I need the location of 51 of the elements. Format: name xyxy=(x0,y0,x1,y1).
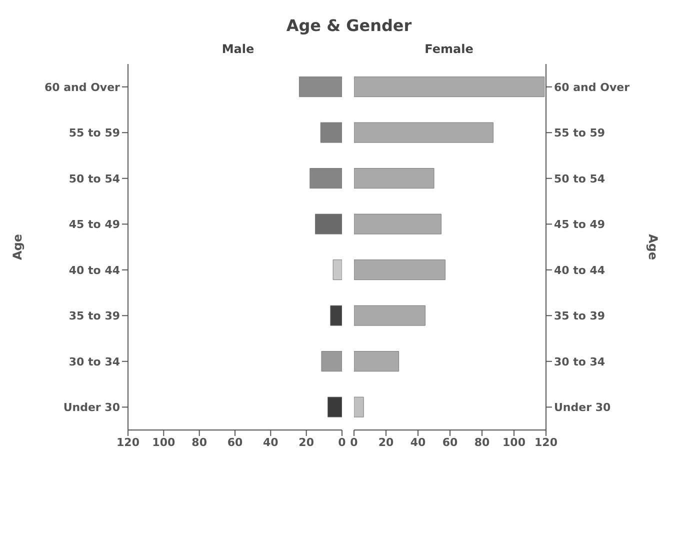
bar xyxy=(354,76,545,98)
chart-subtitle: Female xyxy=(424,42,474,58)
y-tick-label: 30 to 34 xyxy=(554,355,606,368)
x-tick-label: 60 xyxy=(227,436,243,449)
bar xyxy=(354,168,434,189)
y-tick-label: 45 to 49 xyxy=(68,218,120,232)
x-tick-label: 100 xyxy=(152,436,176,449)
bar xyxy=(315,214,342,234)
bar xyxy=(354,305,426,326)
y-tick-label: Under 30 xyxy=(554,401,612,414)
x-tick-label: 20 xyxy=(378,436,394,449)
x-tick-label: 80 xyxy=(192,436,208,449)
bar xyxy=(327,396,342,418)
bar xyxy=(320,122,342,143)
y-tick-label: 30 to 34 xyxy=(68,355,120,368)
y-tick-label: 35 to 39 xyxy=(68,310,120,323)
x-tick-label: 60 xyxy=(442,436,458,449)
y-tick-label: 60 and Over xyxy=(554,80,630,94)
y-tick-label: 55 to 59 xyxy=(554,126,606,140)
y-tick-label: 40 to 44 xyxy=(554,264,606,277)
y-tick-label: 60 and Over xyxy=(44,80,121,94)
y-tick-label: 45 to 49 xyxy=(554,218,606,232)
x-tick-label: 0 xyxy=(338,436,346,449)
bar xyxy=(354,396,364,418)
bar xyxy=(332,260,342,280)
bar xyxy=(321,351,342,372)
y-axis-title: Age xyxy=(646,234,660,260)
bar xyxy=(310,168,342,189)
bar xyxy=(354,122,494,143)
chart-title: Age & Gender xyxy=(286,16,412,35)
x-tick-label: 80 xyxy=(474,436,490,449)
y-tick-label: 50 to 54 xyxy=(554,172,606,186)
bar xyxy=(298,76,342,98)
y-tick-label: 55 to 59 xyxy=(68,126,120,140)
y-tick-label: Under 30 xyxy=(63,401,120,414)
x-tick-label: 20 xyxy=(298,436,314,449)
bar xyxy=(354,260,446,280)
bar xyxy=(330,305,342,326)
x-tick-label: 0 xyxy=(350,436,358,449)
y-tick-label: 50 to 54 xyxy=(68,172,120,186)
x-tick-label: 40 xyxy=(263,436,279,449)
x-tick-label: 120 xyxy=(534,436,558,449)
x-tick-label: 100 xyxy=(502,436,526,449)
x-tick-label: 40 xyxy=(410,436,426,449)
bar xyxy=(354,214,442,234)
y-tick-label: 40 to 44 xyxy=(68,264,120,277)
bar xyxy=(354,351,400,372)
chart-subtitle: Male xyxy=(220,42,256,58)
x-tick-label: 120 xyxy=(116,436,140,449)
y-tick-label: 35 to 39 xyxy=(554,310,606,323)
y-axis-title: Age xyxy=(10,234,24,260)
